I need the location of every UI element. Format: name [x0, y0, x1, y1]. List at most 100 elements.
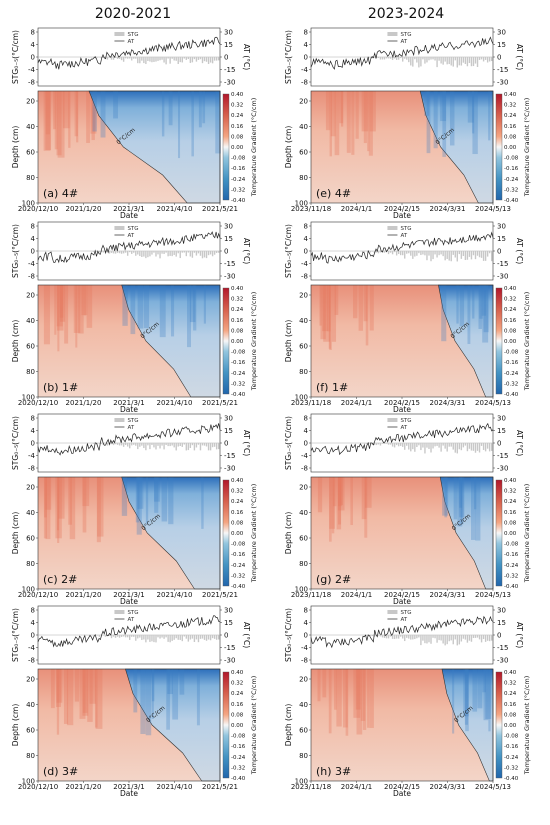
stg-axis-label: STG₀₋₅(°C/cm): [11, 224, 20, 278]
cool-streak: [140, 669, 146, 735]
depth-tick-label: 80: [26, 368, 35, 376]
stg-bar: [102, 251, 105, 253]
date-tick-label: 2024/3/31: [430, 783, 466, 791]
stg-bar: [116, 57, 119, 59]
colorbar-tick-label: -0.32: [504, 573, 518, 579]
stg-bar: [375, 443, 378, 446]
stg-bar: [167, 251, 169, 257]
at-tick-label: -15: [497, 66, 508, 74]
stg-bar: [177, 57, 179, 65]
warm-streak: [86, 285, 93, 328]
colorbar: [222, 93, 230, 201]
stg-bar: [139, 57, 141, 64]
date-tick-label: 2024/3/31: [430, 205, 466, 213]
stg-bar: [391, 57, 394, 61]
stg-bar: [151, 443, 153, 445]
panel-label: (f) 1#: [316, 381, 348, 394]
stg-bar: [440, 57, 442, 64]
colorbar-tick-label: 0.16: [504, 510, 517, 516]
stg-tick-label: 8: [31, 222, 35, 230]
warm-streak: [329, 477, 332, 542]
stg-bar: [416, 443, 418, 448]
cool-streak: [433, 91, 438, 149]
stg-tick-label: 0: [304, 247, 308, 255]
stg-bar: [143, 635, 145, 640]
at-tick-label: 15: [224, 41, 233, 49]
stg-bar: [201, 251, 204, 259]
stg-bar: [195, 251, 198, 256]
colorbar-tick-label: 0.08: [231, 134, 244, 140]
at-tick-label: -15: [224, 260, 235, 268]
warm-streak: [329, 91, 332, 157]
stg-bar: [446, 443, 448, 452]
legend-stg-label: STG: [400, 32, 411, 38]
warm-streak: [56, 91, 62, 156]
stg-tick-label: 0: [304, 439, 308, 447]
stg-bar: [135, 251, 137, 256]
at-tick-label: 0: [497, 631, 501, 639]
warm-streak: [55, 477, 62, 539]
stg-bar: [436, 251, 438, 258]
stg-bar: [464, 443, 467, 446]
warm-streak: [45, 477, 51, 540]
stg-bar: [464, 57, 467, 65]
colorbar-tick-label: 0.24: [504, 691, 517, 697]
stg-bar: [145, 443, 147, 451]
colorbar-tick-label: 0.32: [231, 103, 243, 109]
stg-bar: [106, 443, 109, 446]
depth-tick-label: 40: [299, 509, 308, 517]
stg-bar: [393, 443, 396, 448]
stg-bar: [106, 251, 109, 253]
stg-bar: [452, 57, 454, 67]
cool-streak: [154, 477, 159, 513]
stg-bar: [197, 443, 200, 445]
stg-bar: [369, 57, 372, 59]
colorbar-tick-label: 0.16: [231, 318, 244, 324]
colorbar: [495, 671, 503, 779]
stg-bar: [381, 635, 384, 638]
stg-bar: [169, 443, 171, 447]
stg-bar: [143, 57, 145, 64]
colorbar-tick-label: 0.08: [504, 328, 517, 334]
stg-bar: [414, 251, 416, 257]
stg-bar: [438, 57, 440, 61]
stg-bar: [163, 635, 165, 639]
colorbar-tick-label: -0.24: [504, 177, 519, 183]
date-tick-label: 2020/12/10: [18, 783, 58, 791]
stg-bar: [169, 635, 171, 643]
warm-streak: [45, 91, 51, 135]
depth-tick-label: 80: [299, 752, 308, 760]
legend-stg-swatch: [387, 418, 398, 422]
stg-bar: [90, 57, 92, 58]
depth-tick-label: 60: [299, 342, 308, 350]
date-tick-label: 2021/3/1: [113, 591, 144, 599]
stg-bar: [217, 251, 220, 253]
depth-axis-label: Depth (cm): [284, 126, 293, 169]
stg-bar: [177, 443, 179, 447]
cool-streak: [459, 477, 463, 508]
stg-bar: [122, 251, 125, 254]
warm-streak: [95, 669, 103, 729]
stg-bar: [94, 57, 97, 59]
stg-bar: [377, 443, 380, 445]
stg-bar: [399, 635, 402, 637]
date-tick-label: 2024/3/31: [430, 399, 466, 407]
warm-streak: [369, 285, 374, 331]
stg-bar: [157, 251, 159, 255]
cool-streak: [172, 669, 179, 720]
depth-tick-label: 20: [299, 97, 308, 105]
stg-bar: [389, 443, 392, 445]
stg-bar: [458, 57, 461, 66]
at-line: [310, 36, 494, 70]
cool-streak: [215, 91, 221, 154]
depth-axis-label: Depth (cm): [11, 320, 20, 363]
at-tick-label: 30: [224, 606, 233, 614]
colorbar-tick-label: -0.24: [231, 563, 246, 569]
stg-bar: [209, 443, 212, 451]
at-tick-label: 15: [497, 235, 506, 243]
cool-streak: [457, 477, 463, 527]
panel-label: (g) 2#: [316, 573, 351, 586]
stg-bar: [432, 57, 434, 60]
stg-bar: [108, 57, 111, 58]
